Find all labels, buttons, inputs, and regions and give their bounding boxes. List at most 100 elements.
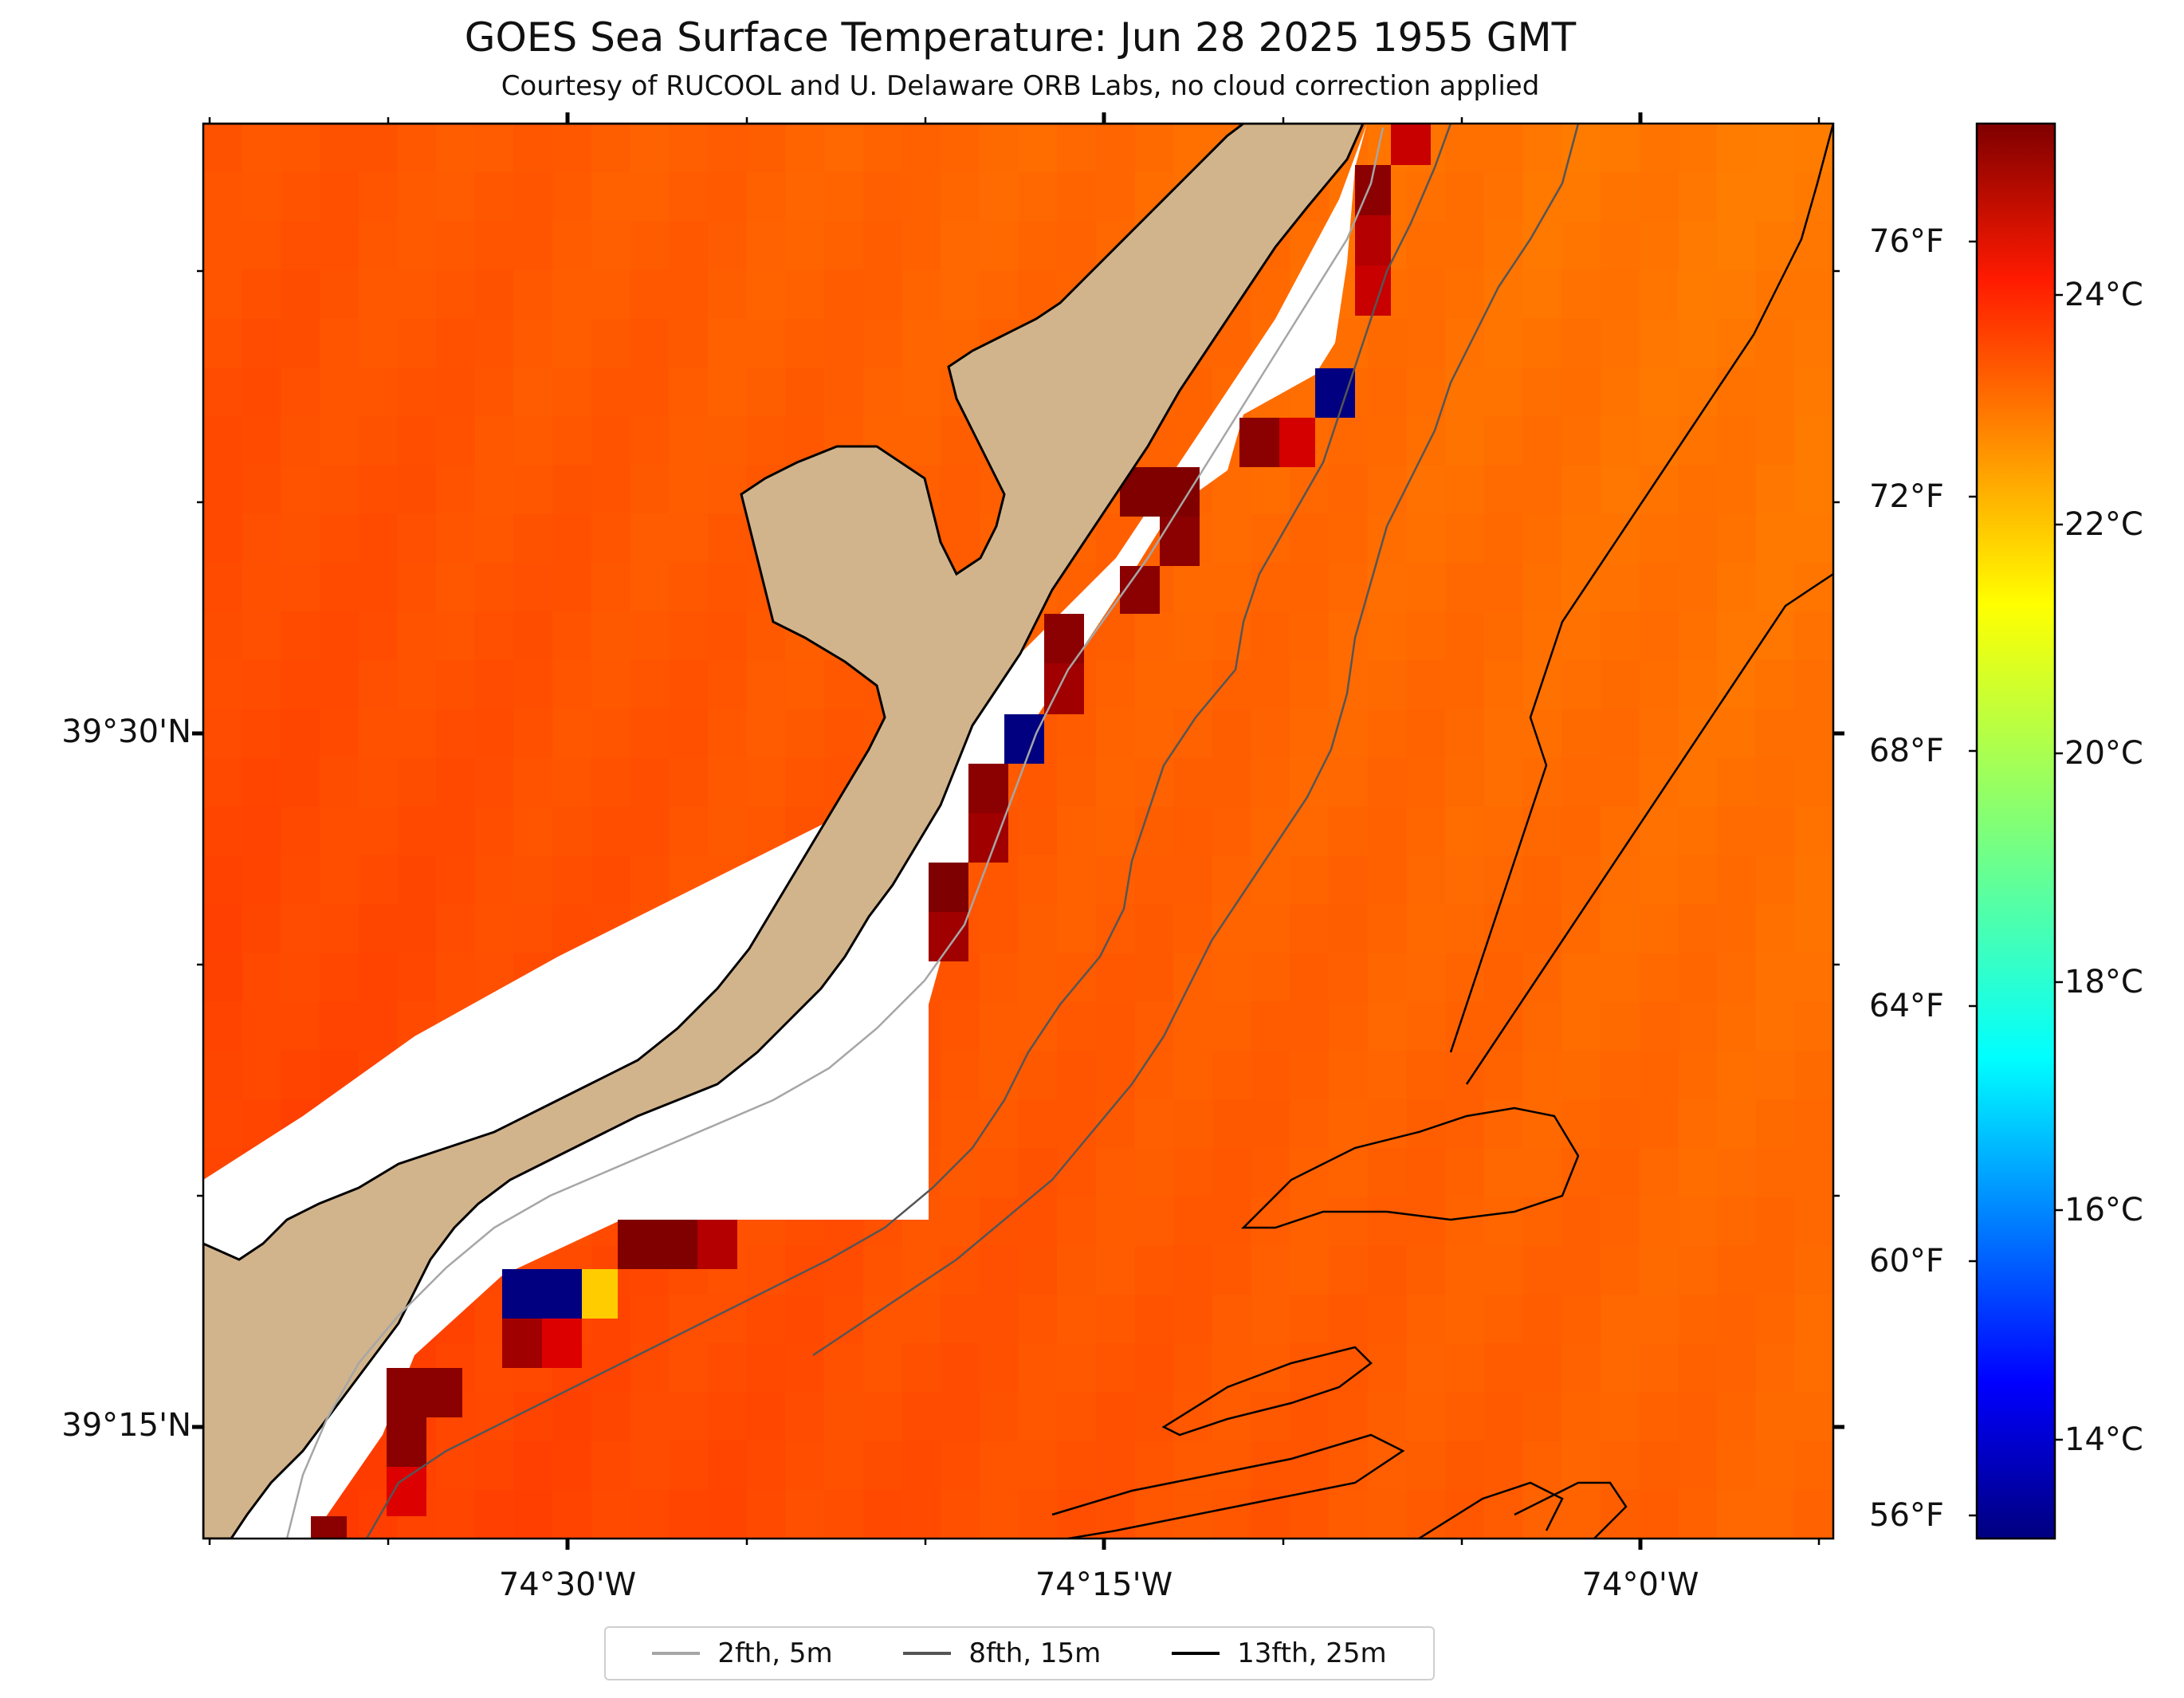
sst-tile [1018,1050,1059,1101]
sst-tile [513,269,554,320]
sst-tile [1716,172,1757,222]
sst-tile [1329,611,1369,662]
sst-tile [1794,1489,1833,1539]
sst-tile [746,416,787,466]
sst-tile [1522,416,1563,466]
sst-tile [1290,611,1330,662]
sst-tile [242,709,282,759]
sst-tile [1678,1489,1718,1539]
sst-tile [436,221,476,271]
sst-tile [1173,904,1213,954]
sst-tile [1755,1050,1796,1101]
sst-tile [1212,513,1252,564]
sst-tile [1483,709,1524,759]
sst-tile [1639,660,1679,710]
sst-tile [474,757,515,808]
sst-tile [1445,1392,1485,1442]
sst-tile [1755,269,1796,320]
sst-tile [1445,1245,1485,1295]
sst-tile [1716,757,1757,808]
sst-tile [1483,660,1524,710]
sst-tile [1212,1295,1252,1345]
celsius-label: 14°C [2064,1421,2143,1458]
sst-tile [1212,611,1252,662]
sst-tile [901,416,942,466]
sst-tile [281,904,321,954]
sst-tile [1483,1099,1524,1150]
sst-tile [513,221,554,271]
contour-13fth [1514,1481,1628,1539]
sst-tile [1329,1197,1369,1247]
sst-tile [1445,953,1485,1003]
sst-tile [1678,1099,1718,1150]
sst-tile [1406,611,1447,662]
sst-tile [941,1050,980,1101]
sst-tile [1367,757,1408,808]
sst-tile [1057,1050,1097,1101]
sst-tile [1134,1392,1175,1442]
sst-tile [1639,368,1679,418]
sst-tile [669,1392,709,1442]
sst-tile [862,318,903,368]
sst-tile [242,269,282,320]
sst-tile [1561,1245,1601,1295]
celsius-label: 22°C [2064,506,2143,543]
sst-tile [320,806,359,857]
sst-tile [1483,1392,1524,1442]
sst-tile [1716,709,1757,759]
sst-tile [1639,1441,1679,1491]
sst-tile [1678,1441,1718,1491]
sst-tile [1406,660,1447,710]
sst-tile [862,1392,903,1442]
sst-tile [320,855,359,906]
sst-tile [708,1392,748,1442]
sst-tile [1678,953,1718,1003]
sst-tile [1406,1197,1447,1247]
sst-tile [474,513,515,564]
sst-tile [1329,1295,1369,1345]
sst-tile [1173,1197,1213,1247]
sst-pixel [929,912,968,961]
sst-tile [1329,1343,1369,1393]
sst-tile [1755,806,1796,857]
sst-tile [1716,1392,1757,1442]
sst-tile [901,1245,942,1295]
fahrenheit-label: 64°F [1869,988,1944,1024]
fahrenheit-label: 68°F [1869,733,1944,769]
legend-label: 13fth, 25m [1237,1637,1387,1669]
sst-tile [1445,1295,1485,1345]
sst-tile [1483,368,1524,418]
legend-item: 13fth, 25m [1172,1637,1387,1669]
land [203,124,1365,1539]
sst-tile [1794,1392,1833,1442]
sst-tile [1755,1489,1796,1539]
sst-tile [1600,1001,1640,1051]
sst-tile [1794,806,1833,857]
sst-tile [1290,1050,1330,1101]
sst-tile [708,1343,748,1393]
sst-tile [397,368,438,418]
sst-tile [1134,1245,1175,1295]
sst-tile [785,660,826,710]
sst-tile [708,465,748,515]
sst-tile [941,124,980,174]
sst-tile [824,1489,864,1539]
sst-tile [1251,904,1291,954]
sst-tile [824,1245,864,1295]
sst-tile [552,416,592,466]
sst-tile [1600,1197,1640,1247]
sst-tile [320,709,359,759]
sst-tile [979,1050,1019,1101]
sst-tile [1755,465,1796,515]
sst-tile [708,660,748,710]
sst-tile [1406,855,1447,906]
sst-tile [436,660,476,710]
sst-tile [1561,513,1601,564]
sst-tile [1290,1001,1330,1051]
sst-tile [1290,465,1330,515]
sst-tile [1445,172,1485,222]
sst-tile [1329,513,1369,564]
sst-tile [281,660,321,710]
sst-tile [552,660,592,710]
fahrenheit-label: 72°F [1869,478,1944,515]
